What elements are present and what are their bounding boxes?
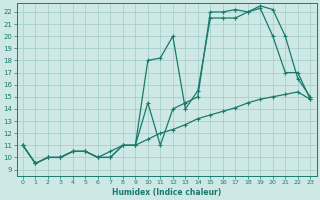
- X-axis label: Humidex (Indice chaleur): Humidex (Indice chaleur): [112, 188, 221, 197]
